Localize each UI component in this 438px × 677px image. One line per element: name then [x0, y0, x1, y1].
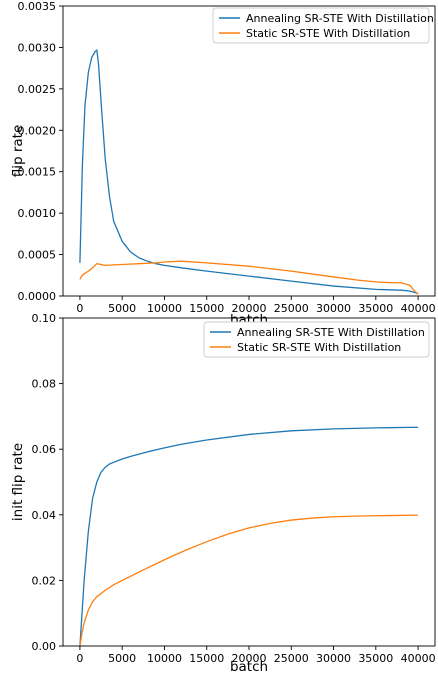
chart-2: 0 5000 10000 15000 20000 25000 30000 35000 40000… [10, 312, 436, 675]
x-tick-label: 40000 [401, 652, 436, 665]
x-tick-label: 25000 [274, 652, 309, 665]
legend-label: Annealing SR-STE With Distillation [237, 326, 425, 339]
x-axis-label: batch [230, 659, 268, 675]
series-line-2 [79, 514, 419, 646]
y-tick-label: 0.08 [32, 378, 57, 391]
y-tick-label: 0.04 [32, 509, 57, 522]
y-tick-label: 0.10 [32, 312, 57, 325]
y-axis-label: init flip rate [10, 443, 26, 521]
x-tick-label: 5000 [108, 302, 136, 315]
y-tick-label: 0.0035 [18, 0, 57, 13]
y-tick-label: 0.00 [32, 640, 57, 653]
x-tick-label: 10000 [147, 652, 182, 665]
legend-box [203, 321, 430, 358]
legend: Annealing SR-STE With Distillation Static… [203, 321, 430, 358]
x-tick-label: 30000 [316, 302, 351, 315]
legend-label: Static SR-STE With Distillation [246, 27, 410, 40]
y-tick-label: 0.0025 [18, 83, 57, 96]
y-tick-label: 0.06 [32, 443, 57, 456]
x-tick-label: 30000 [316, 652, 351, 665]
y-tick-label: 0.0005 [18, 249, 57, 262]
x-tick-label: 40000 [401, 302, 436, 315]
legend-box [212, 7, 430, 44]
series-line-2 [79, 260, 419, 295]
legend-label: Annealing SR-STE With Distillation [246, 12, 434, 25]
x-tick-label: 20000 [232, 652, 267, 665]
chart-1: 0 5000 10000 15000 20000 25000 30000 35000 40000… [10, 0, 436, 328]
x-tick-label: 20000 [232, 302, 267, 315]
y-tick-label: 0.0010 [18, 207, 57, 220]
plot-frame [62, 5, 436, 297]
x-tick-label: 35000 [358, 652, 393, 665]
y-tick-label: 0.0015 [18, 166, 57, 179]
x-tick-label: 15000 [189, 652, 224, 665]
series-line-1 [79, 49, 419, 295]
legend-label: Static SR-STE With Distillation [237, 341, 401, 354]
y-tick-label: 0.0000 [18, 290, 57, 303]
y-tick-label: 0.0030 [18, 41, 57, 54]
x-tick-label: 5000 [108, 652, 136, 665]
x-tick-label: 25000 [274, 302, 309, 315]
y-tick-label: 0.0020 [18, 124, 57, 137]
y-axis-label: flip rate [10, 125, 26, 178]
series-line-1 [79, 426, 419, 646]
y-tick-label: 0.02 [32, 574, 57, 587]
x-tick-label: 35000 [358, 302, 393, 315]
x-tick-label: 0 [76, 302, 83, 315]
x-tick-label: 15000 [189, 302, 224, 315]
legend: Annealing SR-STE With Distillation Static… [212, 7, 434, 44]
x-tick-label: 10000 [147, 302, 182, 315]
plot-frame [62, 317, 436, 647]
x-tick-label: 0 [76, 652, 83, 665]
